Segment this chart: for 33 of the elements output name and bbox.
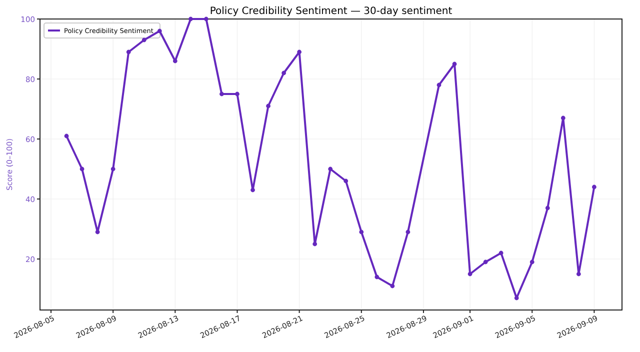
point: [498, 250, 504, 256]
point: [126, 50, 131, 54]
point: [560, 116, 566, 120]
point: [188, 16, 193, 22]
point: [483, 260, 488, 264]
point: [250, 188, 255, 192]
point: [204, 16, 208, 22]
point: [220, 92, 224, 96]
chart-title: Policy Credibility Sentiment — 30-day sentiment: [210, 6, 452, 17]
point: [374, 274, 380, 280]
point: [328, 166, 333, 172]
point: [95, 230, 100, 234]
point: [312, 242, 318, 246]
point: [157, 28, 162, 34]
point: [80, 166, 84, 172]
point: [142, 38, 146, 42]
point: [344, 178, 348, 184]
point: [468, 272, 472, 276]
point: [545, 206, 550, 210]
point: [390, 284, 395, 288]
point: [110, 166, 116, 172]
point: [266, 104, 270, 108]
point: [282, 70, 286, 76]
point: [592, 184, 596, 190]
point: [530, 260, 534, 264]
point: [297, 50, 302, 54]
point: [359, 230, 364, 234]
point: [452, 62, 457, 66]
point: [576, 272, 581, 276]
point: [406, 230, 410, 234]
point: [436, 82, 442, 88]
point: [235, 92, 240, 96]
point: [64, 134, 69, 138]
